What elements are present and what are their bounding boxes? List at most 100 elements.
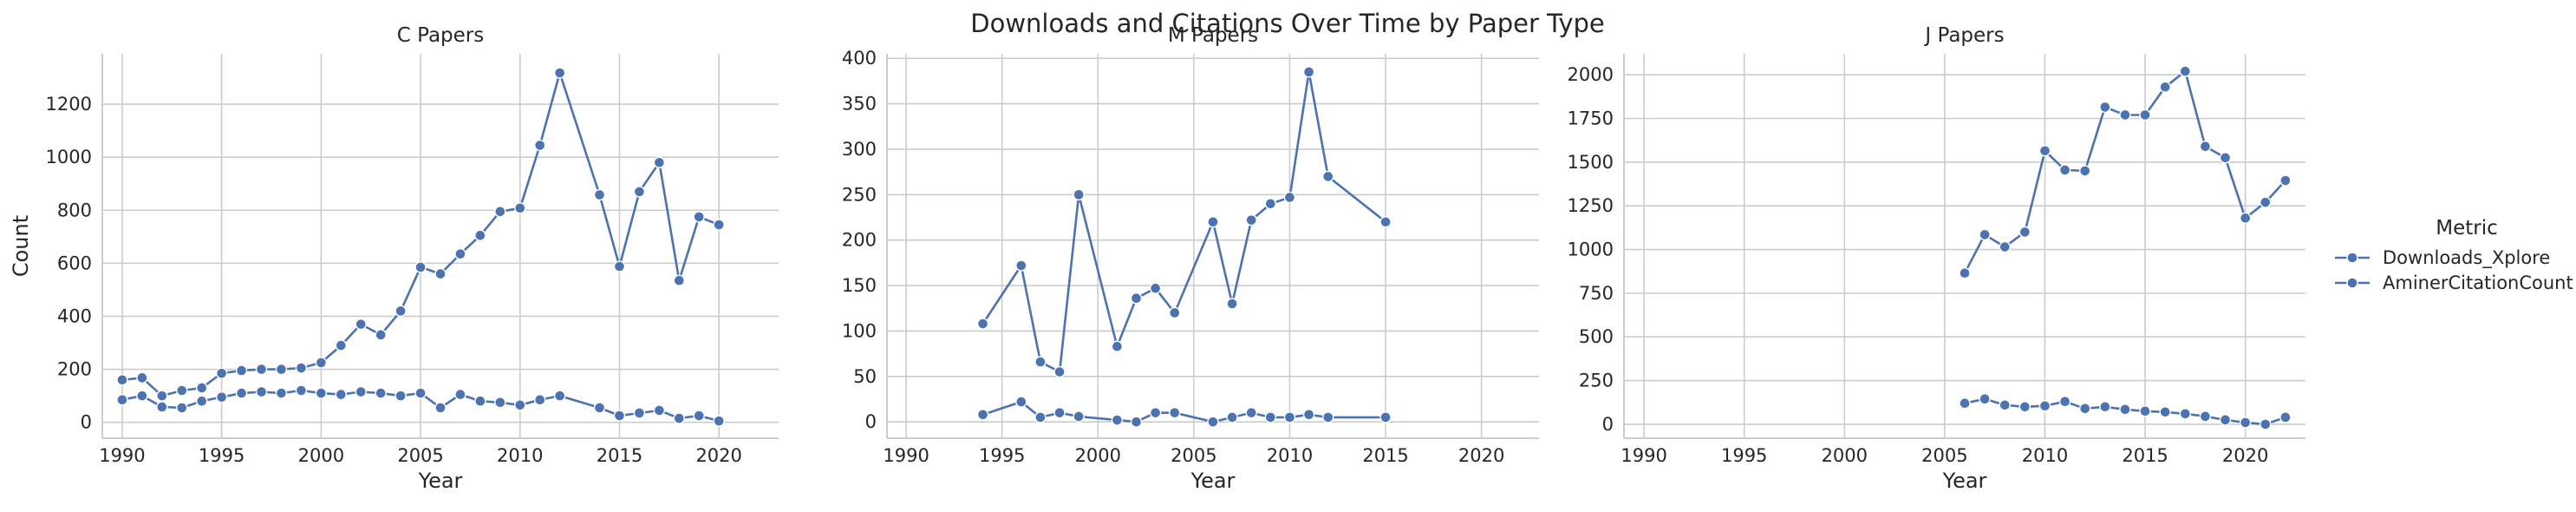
data-point [235, 364, 248, 377]
data-point [1245, 213, 1257, 226]
data-point [2018, 226, 2031, 239]
y-tick-label: 1000 [1568, 240, 1614, 260]
data-point [1149, 406, 1162, 419]
data-point [1302, 66, 1315, 78]
data-point [2219, 414, 2232, 426]
x-tick-label: 2010 [2022, 445, 2068, 466]
y-tick-label: 0 [81, 412, 92, 433]
data-point [1034, 356, 1047, 368]
y-tick-label: 100 [842, 320, 877, 341]
data-point [454, 247, 466, 260]
data-point [156, 390, 168, 402]
panel-2: 1990 1995 2000 2005 2010 2015 2020 0 250 500 750 10… [1568, 24, 2305, 493]
y-tick-label: 1000 [46, 147, 92, 167]
y-tick-label: 250 [842, 184, 877, 205]
data-point [534, 139, 546, 152]
data-point [2199, 141, 2212, 153]
data-point [395, 305, 407, 318]
x-axis-label: Year [1942, 469, 1987, 493]
data-point [116, 394, 128, 406]
x-tick-label: 2020 [2222, 445, 2268, 466]
x-tick-label: 1990 [99, 445, 145, 466]
data-point [136, 390, 148, 402]
data-point [673, 412, 685, 424]
data-point [1959, 267, 1971, 279]
y-tick-label: 250 [1579, 371, 1614, 391]
data-point [176, 402, 188, 414]
legend-title: Metric [2436, 217, 2498, 240]
x-tick-label: 2020 [1458, 445, 1504, 466]
data-point [2119, 108, 2131, 121]
data-point [474, 395, 486, 407]
data-point [2239, 417, 2252, 429]
data-point [2038, 400, 2051, 412]
y-tick-label: 200 [842, 230, 877, 251]
data-point [693, 410, 705, 422]
data-point [1053, 365, 1066, 378]
data-point [2179, 408, 2191, 420]
panel-title: C Papers [397, 24, 485, 47]
data-point [2099, 401, 2111, 413]
x-tick-label: 2000 [1822, 445, 1868, 466]
data-point [1073, 410, 1085, 423]
data-point [1130, 416, 1143, 428]
data-point [315, 387, 328, 399]
panel-0: 1990 1995 2000 2005 2010 2015 2020 0 200 400 600 80… [9, 24, 779, 493]
y-tick-label: 1500 [1568, 152, 1614, 173]
data-point [1226, 298, 1238, 310]
data-point [136, 371, 148, 384]
series-line-Downloads_Xplore [1963, 69, 2286, 274]
x-tick-label: 2005 [1921, 445, 1967, 466]
data-point [2159, 406, 2171, 418]
data-point [2279, 411, 2292, 423]
legend-label: Downloads_Xplore [2383, 247, 2550, 269]
x-axis-label: Year [1190, 469, 1236, 493]
data-point [1322, 170, 1334, 183]
data-point [295, 384, 308, 397]
data-point [434, 402, 447, 414]
data-point [2239, 212, 2252, 224]
y-tick-label: 150 [842, 275, 877, 296]
data-point [395, 390, 407, 402]
data-point [1302, 409, 1315, 421]
x-tick-label: 2015 [2122, 445, 2168, 466]
data-point [375, 387, 387, 399]
data-point [315, 357, 328, 369]
y-tick-label: 1200 [46, 94, 92, 115]
x-tick-label: 1990 [883, 445, 929, 466]
y-axis-label: Count [9, 215, 33, 277]
data-point [1111, 340, 1124, 352]
data-point [1283, 191, 1296, 204]
data-point [196, 395, 208, 407]
data-point [2119, 404, 2131, 416]
data-point [1322, 411, 1334, 423]
data-point [593, 402, 606, 414]
x-tick-label: 2005 [1171, 445, 1216, 466]
x-tick-label: 2000 [1075, 445, 1121, 466]
data-point [275, 363, 288, 376]
y-tick-label: 300 [842, 139, 877, 160]
data-point [2260, 418, 2272, 430]
x-tick-label: 2015 [597, 445, 642, 466]
data-point [2179, 65, 2191, 77]
y-tick-label: 400 [842, 48, 877, 69]
data-point [295, 362, 308, 374]
data-point [255, 363, 268, 376]
y-tick-label: 1750 [1568, 108, 1614, 129]
x-tick-label: 1990 [1621, 445, 1666, 466]
y-tick-label: 0 [865, 411, 877, 432]
data-point [494, 397, 506, 409]
data-point [2099, 101, 2111, 114]
data-point [2279, 174, 2292, 187]
x-tick-label: 1995 [199, 445, 245, 466]
data-point [454, 388, 466, 401]
data-point [1959, 397, 1971, 410]
data-point [215, 367, 228, 379]
data-point [2079, 165, 2091, 177]
data-point [2219, 152, 2232, 164]
data-point [1379, 411, 1392, 423]
x-tick-label: 1995 [979, 445, 1025, 466]
data-point [1283, 411, 1296, 423]
data-point [335, 388, 347, 401]
data-point [275, 387, 288, 399]
